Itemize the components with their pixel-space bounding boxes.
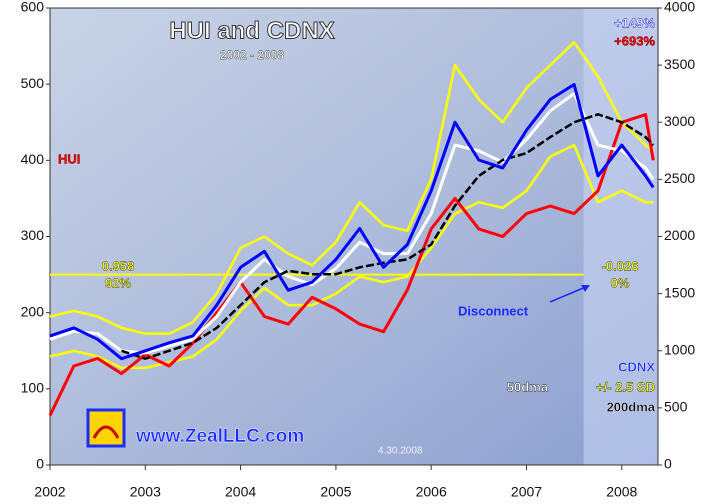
website: www.ZealLLC.com	[135, 426, 304, 447]
x-tick-label: 2004	[225, 484, 256, 500]
annotation: 0%	[611, 275, 630, 290]
arrowhead	[581, 285, 590, 292]
series-label: HUI	[58, 151, 80, 166]
x-tick-label: 2005	[320, 484, 351, 500]
y2-tick-label: 0	[664, 456, 672, 472]
annotation: +693%	[614, 33, 655, 48]
annotation: Disconnect	[458, 303, 529, 318]
x-tick-label: 2007	[511, 484, 542, 500]
y2-tick-label: 2000	[664, 227, 695, 243]
arrow	[549, 285, 589, 303]
x-tick-label: 2002	[34, 484, 65, 500]
series-line	[49, 92, 655, 355]
legend-entry: CDNX	[618, 359, 655, 374]
x-tick-label: 2003	[130, 484, 161, 500]
y-tick-label: 400	[21, 151, 45, 167]
band-line	[49, 143, 654, 370]
x-tick-label: 2006	[416, 484, 447, 500]
y2-tick-label: 3500	[664, 56, 695, 72]
plot-frame	[49, 7, 659, 466]
y2-tick-label: 1000	[664, 341, 695, 357]
series-line	[49, 83, 655, 361]
legend-entry: 50dma	[507, 379, 549, 394]
y-tick-label: 0	[36, 456, 44, 472]
band-line	[49, 41, 654, 335]
x-tick-label: 2008	[606, 484, 637, 500]
y2-tick-label: 4000	[664, 0, 695, 15]
chart-subtitle: 2002 - 2008	[220, 48, 284, 62]
chart-title: HUI and CDNX	[169, 17, 334, 44]
annotation: -0.026	[602, 258, 639, 273]
annotation: +149%	[614, 15, 655, 30]
y-tick-label: 200	[21, 303, 45, 319]
legend-entry: 200dma	[607, 399, 656, 414]
highlight-region	[583, 8, 658, 465]
y2-tick-label: 2500	[664, 170, 695, 186]
y2-tick-label: 3000	[664, 113, 695, 129]
y-tick-label: 100	[21, 380, 45, 396]
y2-tick-label: 500	[664, 399, 688, 415]
legend-entry: +/- 2.5 SD	[596, 379, 655, 394]
logo-mark	[92, 425, 120, 439]
y-tick-label: 500	[21, 75, 45, 91]
y-tick-label: 300	[21, 227, 45, 243]
date-stamp: 4.30.2008	[378, 446, 423, 457]
annotation: 92%	[105, 275, 131, 290]
series-line	[121, 113, 655, 360]
series-line	[48, 113, 655, 417]
y-tick-label: 600	[21, 0, 45, 15]
annotation: 0.958	[102, 258, 135, 273]
y2-tick-label: 1500	[664, 284, 695, 300]
